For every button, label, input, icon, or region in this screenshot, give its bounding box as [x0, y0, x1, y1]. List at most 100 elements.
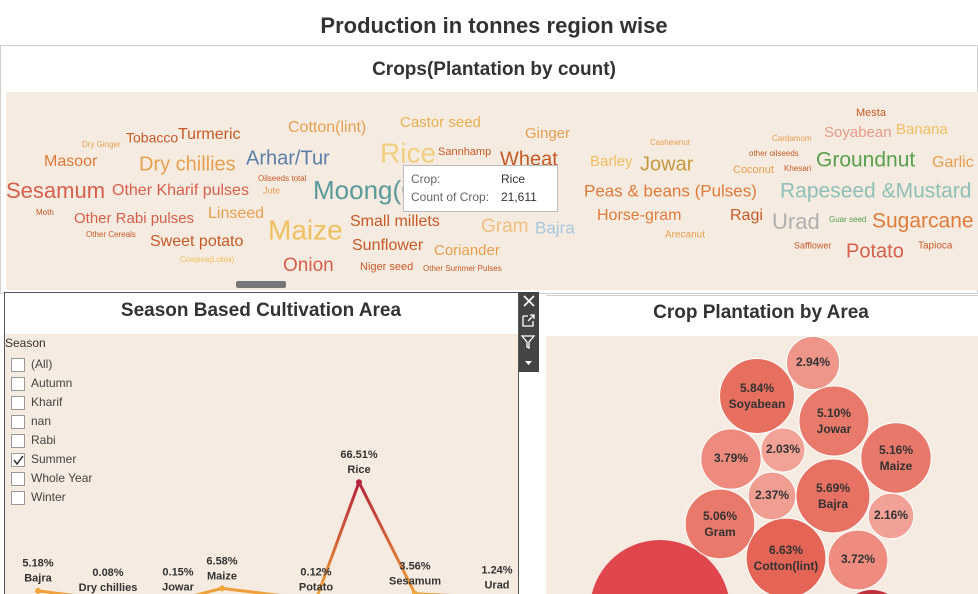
filter-option[interactable]: Whole Year	[31, 471, 92, 485]
checkbox[interactable]	[11, 472, 25, 486]
word[interactable]: Turmeric	[178, 126, 241, 143]
word[interactable]: Dry chillies	[139, 153, 236, 175]
word[interactable]: Other Summer Pulses	[423, 264, 502, 273]
bubble[interactable]	[798, 385, 870, 457]
word[interactable]: Onion	[283, 255, 334, 276]
bubble[interactable]	[684, 488, 756, 560]
filter-option[interactable]: Summer	[31, 452, 76, 466]
word[interactable]: Gram	[481, 216, 529, 237]
word[interactable]: Sunflower	[352, 237, 424, 254]
category-label: Bajra	[24, 573, 52, 585]
word[interactable]: Coconut	[733, 164, 774, 176]
bubble[interactable]	[785, 336, 841, 391]
word[interactable]: Peas & beans (Pulses)	[584, 181, 757, 200]
bubble-value-label: 2.03%	[766, 442, 800, 456]
word[interactable]: Other Rabi pulses	[74, 210, 194, 227]
resize-handle[interactable]	[236, 281, 286, 288]
tooltip-label: Crop:	[411, 172, 440, 186]
word[interactable]: Mesta	[856, 107, 887, 119]
word[interactable]: Jute	[263, 185, 280, 195]
word[interactable]: Dry Ginger	[82, 140, 121, 149]
word[interactable]: Sannhamp	[438, 146, 491, 158]
bubble[interactable]	[745, 517, 827, 594]
filter-option[interactable]: Kharif	[31, 395, 63, 409]
word[interactable]: Cowpea(Lobia)	[180, 255, 235, 264]
word[interactable]: Sesamum	[6, 178, 105, 203]
bubble[interactable]	[719, 358, 795, 434]
bubble[interactable]	[860, 422, 932, 494]
bubble	[856, 590, 888, 594]
checkbox[interactable]	[11, 491, 25, 505]
word[interactable]: Safflower	[794, 240, 831, 250]
word[interactable]: Soyabean	[824, 124, 892, 141]
word[interactable]: Horse-gram	[597, 207, 681, 224]
checkbox[interactable]	[11, 415, 25, 429]
bubble-name: Gram	[704, 525, 735, 539]
checkbox[interactable]	[11, 396, 25, 410]
menu-button[interactable]	[525, 361, 532, 365]
word[interactable]: Bajra	[535, 218, 575, 237]
filter-button[interactable]	[520, 335, 536, 350]
word[interactable]: Wheat	[500, 148, 558, 170]
word[interactable]: Linseed	[208, 205, 264, 222]
word[interactable]: Ginger	[525, 125, 570, 142]
bubble-value-label: 2.94%	[796, 355, 830, 369]
word[interactable]: Small millets	[350, 213, 440, 230]
checkbox[interactable]	[11, 453, 25, 467]
bubble[interactable]	[827, 529, 889, 591]
word[interactable]: Tapioca	[918, 241, 953, 252]
word[interactable]: Groundnut	[816, 149, 915, 172]
checkbox[interactable]	[11, 358, 25, 372]
word[interactable]: Ragi	[730, 207, 763, 224]
checkbox[interactable]	[11, 377, 25, 391]
filter-option[interactable]: Autumn	[31, 376, 72, 390]
filter-option[interactable]: Winter	[31, 490, 66, 504]
word[interactable]: Other Cereals	[86, 230, 136, 239]
word[interactable]: Arhar/Tur	[246, 147, 330, 169]
word[interactable]: Cashewnut	[650, 138, 691, 147]
word[interactable]: Banana	[896, 121, 948, 138]
bubble[interactable]	[700, 428, 762, 490]
filter-option[interactable]: nan	[31, 414, 51, 428]
word[interactable]: Moth	[36, 208, 54, 217]
word[interactable]: Arecanut	[665, 230, 705, 241]
word[interactable]: Other Kharif pulses	[112, 182, 249, 199]
word[interactable]: Rice	[380, 137, 436, 168]
bubble-chart: 2.94% 5.84% Soyabean 5.10% Jowar 5.16% Maize 3.…	[591, 336, 932, 594]
expand-button[interactable]	[522, 314, 535, 327]
value-label: 6.58%	[206, 555, 237, 567]
filter-option[interactable]: Rabi	[31, 433, 56, 447]
word[interactable]: Oilseeds total	[258, 174, 307, 183]
word[interactable]: Guar seed	[829, 215, 866, 224]
filter-option[interactable]: (All)	[31, 357, 52, 371]
close-button[interactable]	[523, 295, 535, 307]
value-label: 1.24%	[481, 565, 512, 577]
bubble-value-label: 5.84%	[740, 381, 774, 395]
checkmark	[13, 455, 24, 466]
word[interactable]: Cotton(lint)	[288, 119, 366, 136]
word[interactable]: Tobacco	[126, 130, 178, 146]
filter-label: Season	[5, 336, 46, 350]
word[interactable]: Sweet potato	[150, 233, 244, 250]
word[interactable]: other oilseeds	[749, 149, 799, 158]
word[interactable]: Cardamom	[772, 134, 812, 143]
word[interactable]: Masoor	[44, 153, 98, 170]
word[interactable]: Khesari	[784, 164, 811, 173]
word[interactable]: Maize	[268, 214, 343, 245]
word[interactable]: Barley	[590, 153, 633, 170]
word[interactable]: Niger seed	[360, 261, 413, 273]
word[interactable]: Jowar	[640, 153, 694, 175]
bubble[interactable]	[867, 492, 915, 540]
bubble[interactable]	[795, 458, 871, 534]
word[interactable]: Sugarcane	[872, 210, 974, 233]
category-label: Potato	[299, 582, 334, 594]
word[interactable]: Potato	[846, 240, 904, 262]
bubble[interactable]	[760, 427, 806, 473]
word[interactable]: Rapeseed &Mustard	[780, 180, 971, 203]
word[interactable]: Coriander	[434, 242, 500, 259]
checkbox[interactable]	[11, 434, 25, 448]
word[interactable]: Urad	[772, 209, 820, 234]
word[interactable]: Castor seed	[400, 114, 481, 131]
word[interactable]: Garlic	[932, 154, 974, 171]
bubble-name: Maize	[880, 459, 913, 473]
